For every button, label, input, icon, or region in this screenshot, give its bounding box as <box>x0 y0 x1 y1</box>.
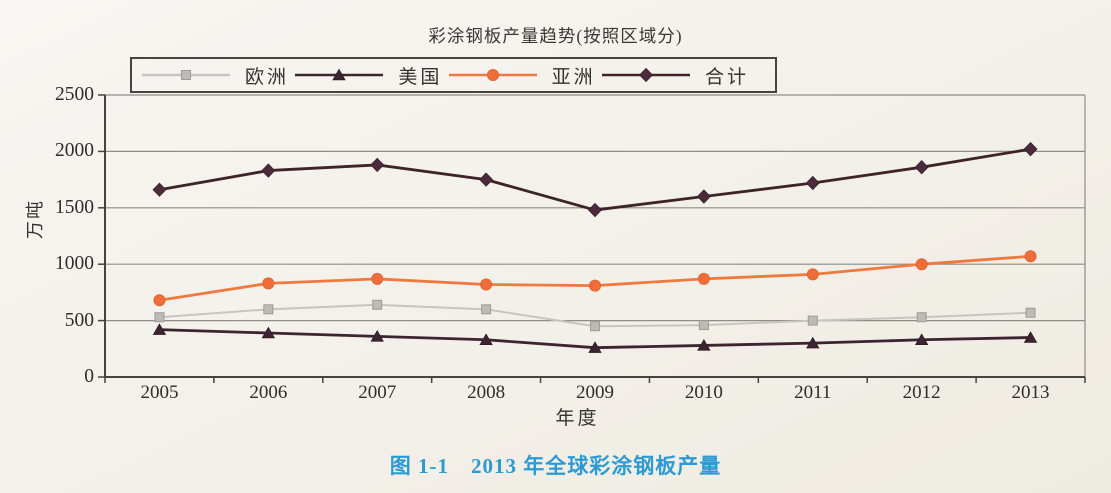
marker-circle <box>806 268 819 281</box>
line-chart-canvas <box>98 94 1086 383</box>
marker-circle <box>371 272 384 285</box>
marker-circle <box>588 279 601 292</box>
x-tick-label-2011: 2011 <box>794 382 832 403</box>
marker-diamond <box>639 67 653 83</box>
series-欧洲 <box>154 299 1036 332</box>
legend-item-asia: 亚洲 <box>447 62 596 89</box>
marker-square <box>481 304 492 315</box>
legend-label-total: 合计 <box>704 66 749 88</box>
x-tick-label-2013: 2013 <box>1011 382 1050 403</box>
legend-item-europe: 欧洲 <box>140 62 289 89</box>
marker-triangle <box>479 333 493 345</box>
marker-circle <box>480 278 493 291</box>
chart-legend: 欧洲 美国 亚洲 合计 <box>130 57 777 93</box>
marker-diamond <box>914 160 929 175</box>
marker-triangle <box>697 339 711 351</box>
marker-square <box>807 315 818 326</box>
marker-circle <box>697 272 710 285</box>
legend-triangle-marker-icon <box>295 68 384 81</box>
legend-square-marker-icon <box>142 70 230 80</box>
legend-label-asia: 亚洲 <box>551 66 596 88</box>
x-tick-label-2007: 2007 <box>358 382 397 403</box>
legend-label-usa: 美国 <box>398 66 443 88</box>
marker-circle <box>1024 250 1037 263</box>
marker-triangle <box>370 329 384 342</box>
marker-triangle <box>261 326 276 339</box>
series-美国 <box>152 323 1038 353</box>
marker-square <box>590 321 600 332</box>
marker-diamond <box>805 175 820 191</box>
legend-diamond-marker-icon <box>601 67 690 83</box>
chart-title: 彩涂钢板产量趋势(按照区域分) <box>428 26 683 46</box>
marker-diamond <box>696 189 711 204</box>
legend-item-total: 合计 <box>600 62 749 89</box>
marker-square <box>698 320 709 331</box>
marker-triangle <box>588 341 602 353</box>
x-tick-label-2010: 2010 <box>684 382 723 403</box>
marker-square <box>916 312 927 323</box>
y-tick-label-2500: 2500 <box>55 84 94 105</box>
legend-circle-marker-icon <box>448 69 537 81</box>
marker-triangle <box>806 336 820 349</box>
marker-diamond <box>588 202 602 218</box>
marker-square <box>1025 307 1036 318</box>
y-tick-label-1000: 1000 <box>55 253 94 275</box>
series-合计 <box>152 141 1038 218</box>
marker-diamond <box>1023 141 1038 157</box>
marker-triangle <box>332 68 347 81</box>
marker-triangle <box>1023 331 1038 343</box>
legend-item-usa: 美国 <box>293 62 442 89</box>
x-tick-label-2012: 2012 <box>902 382 941 403</box>
y-tick-label-0: 0 <box>84 366 94 387</box>
y-tick-label-500: 500 <box>64 309 94 331</box>
y-tick-label-1500: 1500 <box>55 196 94 218</box>
marker-circle <box>153 294 166 307</box>
series-line-合计 <box>159 147 1031 212</box>
x-tick-label-2009: 2009 <box>576 382 614 403</box>
x-axis-title: 年度 <box>555 408 600 429</box>
marker-diamond <box>261 163 276 178</box>
x-tick-label-2006: 2006 <box>249 382 288 403</box>
series-亚洲 <box>153 250 1037 307</box>
series-line-亚洲 <box>159 254 1031 302</box>
marker-triangle <box>914 333 929 345</box>
y-tick-label-2000: 2000 <box>55 140 94 162</box>
figure-caption: 图 1-1 2013 年全球彩涂钢板产量 <box>389 454 722 478</box>
marker-diamond <box>479 172 494 187</box>
x-tick-label-2008: 2008 <box>467 382 506 403</box>
x-tick-label-2005: 2005 <box>140 382 179 403</box>
plot-area <box>85 90 1095 390</box>
legend-label-europe: 欧洲 <box>245 66 290 88</box>
marker-circle <box>486 69 499 81</box>
marker-triangle <box>152 323 167 335</box>
marker-square <box>154 312 165 323</box>
marker-diamond <box>152 182 167 197</box>
marker-diamond <box>370 157 385 173</box>
marker-square <box>181 70 191 80</box>
marker-circle <box>262 277 275 290</box>
marker-circle <box>915 258 928 271</box>
marker-square <box>263 304 274 315</box>
marker-square <box>372 299 383 310</box>
